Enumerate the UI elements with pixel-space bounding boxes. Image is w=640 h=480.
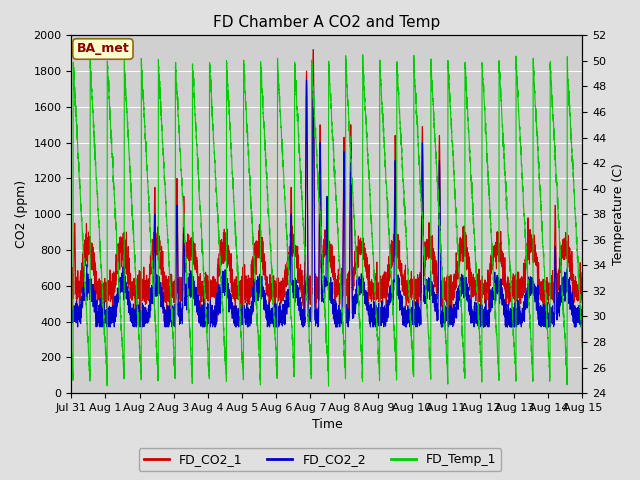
- Title: FD Chamber A CO2 and Temp: FD Chamber A CO2 and Temp: [213, 15, 440, 30]
- Legend: FD_CO2_1, FD_CO2_2, FD_Temp_1: FD_CO2_1, FD_CO2_2, FD_Temp_1: [139, 448, 501, 471]
- Y-axis label: Temperature (C): Temperature (C): [612, 163, 625, 265]
- Y-axis label: CO2 (ppm): CO2 (ppm): [15, 180, 28, 248]
- Text: BA_met: BA_met: [77, 43, 129, 56]
- X-axis label: Time: Time: [312, 419, 342, 432]
